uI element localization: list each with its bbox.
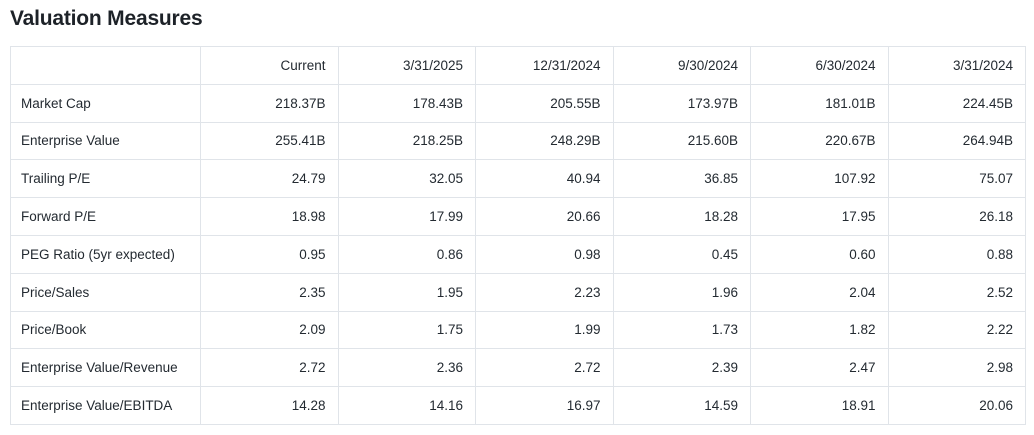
cell-value: 2.22 xyxy=(887,310,1026,350)
table-row: Price/Book 2.09 1.75 1.99 1.73 1.82 2.22 xyxy=(10,310,1026,350)
cell-value: 32.05 xyxy=(337,159,476,199)
cell-value: 2.47 xyxy=(750,348,889,388)
cell-value: 0.45 xyxy=(612,234,751,274)
cell-value: 218.37B xyxy=(200,83,339,123)
cell-value: 255.41B xyxy=(200,121,339,161)
table-row: Enterprise Value/EBITDA 14.28 14.16 16.97 14… xyxy=(10,386,1026,425)
row-label: PEG Ratio (5yr expected) xyxy=(10,234,201,274)
table-row: Trailing P/E 24.79 32.05 40.94 36.85 107.92 75… xyxy=(10,159,1026,199)
row-label: Enterprise Value/EBITDA xyxy=(10,386,201,425)
cell-value: 26.18 xyxy=(887,197,1026,236)
cell-value: 215.60B xyxy=(612,121,751,161)
cell-value: 224.45B xyxy=(887,83,1026,123)
cell-value: 18.91 xyxy=(750,386,889,425)
cell-value: 220.67B xyxy=(750,121,889,161)
cell-value: 173.97B xyxy=(612,83,751,123)
cell-value: 1.75 xyxy=(337,310,476,350)
cell-value: 40.94 xyxy=(475,159,614,199)
table-row: PEG Ratio (5yr expected) 0.95 0.86 0.98 0.45… xyxy=(10,234,1026,274)
table-row: Enterprise Value 255.41B 218.25B 248.29B 215… xyxy=(10,121,1026,161)
cell-value: 18.28 xyxy=(612,197,751,236)
table-row: Forward P/E 18.98 17.99 20.66 18.28 17.95 26.1… xyxy=(10,197,1026,236)
cell-value: 20.06 xyxy=(887,386,1026,425)
row-label: Price/Book xyxy=(10,310,201,350)
cell-value: 17.95 xyxy=(750,197,889,236)
column-header: Current xyxy=(200,46,339,85)
table-row: Price/Sales 2.35 1.95 2.23 1.96 2.04 2.52 xyxy=(10,272,1026,312)
cell-value: 2.36 xyxy=(337,348,476,388)
cell-value: 0.88 xyxy=(887,234,1026,274)
cell-value: 2.04 xyxy=(750,272,889,312)
cell-value: 2.72 xyxy=(200,348,339,388)
cell-value: 2.09 xyxy=(200,310,339,350)
row-label: Enterprise Value/Revenue xyxy=(10,348,201,388)
column-header: 6/30/2024 xyxy=(750,46,889,85)
row-label: Market Cap xyxy=(10,83,201,123)
cell-value: 18.98 xyxy=(200,197,339,236)
row-label: Price/Sales xyxy=(10,272,201,312)
cell-value: 16.97 xyxy=(475,386,614,425)
column-header-blank xyxy=(10,46,201,85)
row-label: Trailing P/E xyxy=(10,159,201,199)
cell-value: 24.79 xyxy=(200,159,339,199)
cell-value: 2.39 xyxy=(612,348,751,388)
cell-value: 178.43B xyxy=(337,83,476,123)
cell-value: 248.29B xyxy=(475,121,614,161)
cell-value: 17.99 xyxy=(337,197,476,236)
row-label: Enterprise Value xyxy=(10,121,201,161)
valuation-measures-table: Current 3/31/2025 12/31/2024 9/30/2024 6/30/… xyxy=(10,46,1026,425)
table-header-row: Current 3/31/2025 12/31/2024 9/30/2024 6/30/… xyxy=(10,46,1026,85)
cell-value: 0.95 xyxy=(200,234,339,274)
column-header: 9/30/2024 xyxy=(612,46,751,85)
row-label: Forward P/E xyxy=(10,197,201,236)
cell-value: 36.85 xyxy=(612,159,751,199)
table-row: Enterprise Value/Revenue 2.72 2.36 2.72 2.39… xyxy=(10,348,1026,388)
cell-value: 205.55B xyxy=(475,83,614,123)
cell-value: 14.16 xyxy=(337,386,476,425)
table-header: Current 3/31/2025 12/31/2024 9/30/2024 6/30/… xyxy=(10,46,1026,85)
table-row: Market Cap 218.37B 178.43B 205.55B 173.97B 18… xyxy=(10,83,1026,123)
page-title: Valuation Measures xyxy=(10,7,203,30)
cell-value: 181.01B xyxy=(750,83,889,123)
cell-value: 1.82 xyxy=(750,310,889,350)
cell-value: 218.25B xyxy=(337,121,476,161)
column-header: 3/31/2024 xyxy=(887,46,1026,85)
table-body: Market Cap 218.37B 178.43B 205.55B 173.97B 18… xyxy=(10,83,1026,425)
cell-value: 2.23 xyxy=(475,272,614,312)
cell-value: 2.72 xyxy=(475,348,614,388)
cell-value: 1.95 xyxy=(337,272,476,312)
cell-value: 2.98 xyxy=(887,348,1026,388)
cell-value: 14.59 xyxy=(612,386,751,425)
cell-value: 75.07 xyxy=(887,159,1026,199)
cell-value: 264.94B xyxy=(887,121,1026,161)
cell-value: 2.52 xyxy=(887,272,1026,312)
cell-value: 1.73 xyxy=(612,310,751,350)
cell-value: 20.66 xyxy=(475,197,614,236)
cell-value: 107.92 xyxy=(750,159,889,199)
cell-value: 14.28 xyxy=(200,386,339,425)
cell-value: 0.60 xyxy=(750,234,889,274)
cell-value: 0.86 xyxy=(337,234,476,274)
cell-value: 1.99 xyxy=(475,310,614,350)
cell-value: 2.35 xyxy=(200,272,339,312)
cell-value: 0.98 xyxy=(475,234,614,274)
cell-value: 1.96 xyxy=(612,272,751,312)
column-header: 12/31/2024 xyxy=(475,46,614,85)
column-header: 3/31/2025 xyxy=(337,46,476,85)
